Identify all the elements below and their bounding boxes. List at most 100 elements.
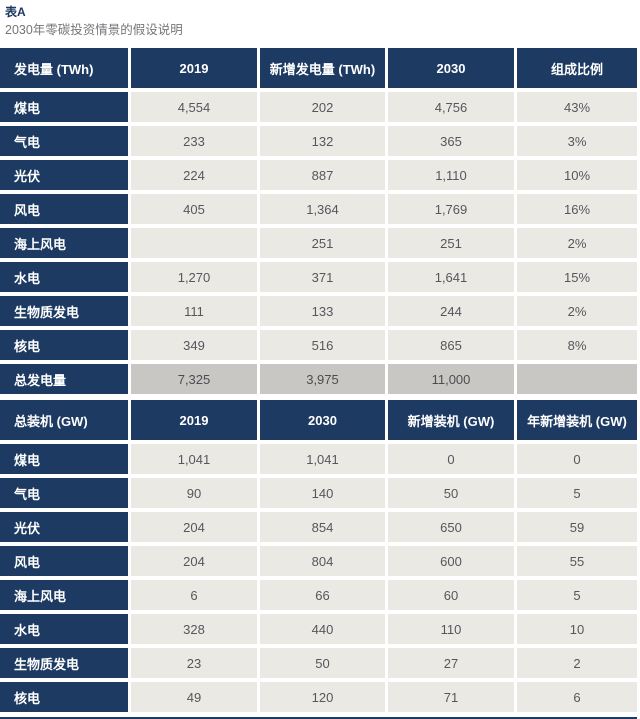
value-cell: 132	[260, 126, 385, 156]
row-label: 煤电	[0, 444, 128, 474]
value-cell: 202	[260, 92, 385, 122]
total-row-label: 总发电量	[0, 364, 128, 394]
value-cell: 4,756	[388, 92, 514, 122]
table-label: 表A	[5, 5, 26, 19]
value-cell: 1,041	[260, 444, 385, 474]
row-label: 煤电	[0, 92, 128, 122]
cutoff-next-row-strip	[0, 717, 637, 719]
value-cell: 90	[131, 478, 257, 508]
value-cell: 71	[388, 682, 514, 712]
value-cell: 43%	[517, 92, 637, 122]
value-cell: 23	[131, 648, 257, 678]
value-cell: 371	[260, 262, 385, 292]
value-cell: 1,641	[388, 262, 514, 292]
total-value-cell: 7,325	[131, 364, 257, 394]
column-header: 新增发电量 (TWh)	[260, 48, 385, 88]
value-cell: 133	[260, 296, 385, 326]
value-cell: 10	[517, 614, 637, 644]
total-value-cell: 3,975	[260, 364, 385, 394]
value-cell: 1,769	[388, 194, 514, 224]
value-cell: 244	[388, 296, 514, 326]
value-cell: 1,110	[388, 160, 514, 190]
value-cell: 1,270	[131, 262, 257, 292]
value-cell: 120	[260, 682, 385, 712]
value-cell: 3%	[517, 126, 637, 156]
total-value-cell	[517, 364, 637, 394]
value-cell: 2	[517, 648, 637, 678]
value-cell: 59	[517, 512, 637, 542]
value-cell: 16%	[517, 194, 637, 224]
column-header: 2019	[131, 400, 257, 440]
value-cell: 516	[260, 330, 385, 360]
value-cell: 650	[388, 512, 514, 542]
value-cell: 0	[517, 444, 637, 474]
value-cell: 854	[260, 512, 385, 542]
value-cell: 1,041	[131, 444, 257, 474]
table-subtitle: 2030年零碳投资情景的假设说明	[5, 23, 183, 38]
value-cell: 66	[260, 580, 385, 610]
value-cell: 865	[388, 330, 514, 360]
value-cell: 251	[260, 228, 385, 258]
row-label: 气电	[0, 478, 128, 508]
column-header-label: 总装机 (GW)	[0, 400, 128, 440]
value-cell: 224	[131, 160, 257, 190]
value-cell: 111	[131, 296, 257, 326]
value-cell: 6	[131, 580, 257, 610]
value-cell: 27	[388, 648, 514, 678]
value-cell: 5	[517, 478, 637, 508]
column-header: 2030	[388, 48, 514, 88]
value-cell: 50	[388, 478, 514, 508]
row-label: 核电	[0, 682, 128, 712]
value-cell: 405	[131, 194, 257, 224]
value-cell: 5	[517, 580, 637, 610]
row-label: 风电	[0, 546, 128, 576]
row-label: 核电	[0, 330, 128, 360]
installed-capacity-gw-table: 总装机 (GW) 2019 2030 新增装机 (GW) 年新增装机 (GW) 煤电 1,0…	[0, 400, 637, 712]
value-cell: 0	[388, 444, 514, 474]
value-cell: 349	[131, 330, 257, 360]
value-cell: 140	[260, 478, 385, 508]
generation-twh-table: 发电量 (TWh) 2019 新增发电量 (TWh) 2030 组成比例 煤电 4,554 2…	[0, 48, 637, 394]
value-cell: 251	[388, 228, 514, 258]
row-label: 水电	[0, 262, 128, 292]
value-cell: 600	[388, 546, 514, 576]
row-label: 生物质发电	[0, 296, 128, 326]
value-cell: 55	[517, 546, 637, 576]
row-label: 海上风电	[0, 228, 128, 258]
column-header: 新增装机 (GW)	[388, 400, 514, 440]
value-cell: 2%	[517, 296, 637, 326]
row-label: 生物质发电	[0, 648, 128, 678]
value-cell: 8%	[517, 330, 637, 360]
value-cell: 15%	[517, 262, 637, 292]
value-cell: 365	[388, 126, 514, 156]
column-header: 年新增装机 (GW)	[517, 400, 637, 440]
row-label: 海上风电	[0, 580, 128, 610]
column-header: 2030	[260, 400, 385, 440]
title-block: 表A 2030年零碳投资情景的假设说明	[0, 0, 640, 48]
value-cell: 804	[260, 546, 385, 576]
value-cell: 50	[260, 648, 385, 678]
value-cell: 60	[388, 580, 514, 610]
value-cell: 6	[517, 682, 637, 712]
value-cell: 204	[131, 512, 257, 542]
column-header: 组成比例	[517, 48, 637, 88]
value-cell: 328	[131, 614, 257, 644]
value-cell: 887	[260, 160, 385, 190]
row-label: 光伏	[0, 160, 128, 190]
row-label: 风电	[0, 194, 128, 224]
value-cell: 440	[260, 614, 385, 644]
value-cell: 49	[131, 682, 257, 712]
row-label: 光伏	[0, 512, 128, 542]
column-header-label: 发电量 (TWh)	[0, 48, 128, 88]
value-cell: 204	[131, 546, 257, 576]
value-cell: 4,554	[131, 92, 257, 122]
column-header: 2019	[131, 48, 257, 88]
value-cell: 1,364	[260, 194, 385, 224]
row-label: 气电	[0, 126, 128, 156]
total-value-cell: 11,000	[388, 364, 514, 394]
value-cell: 110	[388, 614, 514, 644]
value-cell: 233	[131, 126, 257, 156]
value-cell: 2%	[517, 228, 637, 258]
value-cell: 10%	[517, 160, 637, 190]
